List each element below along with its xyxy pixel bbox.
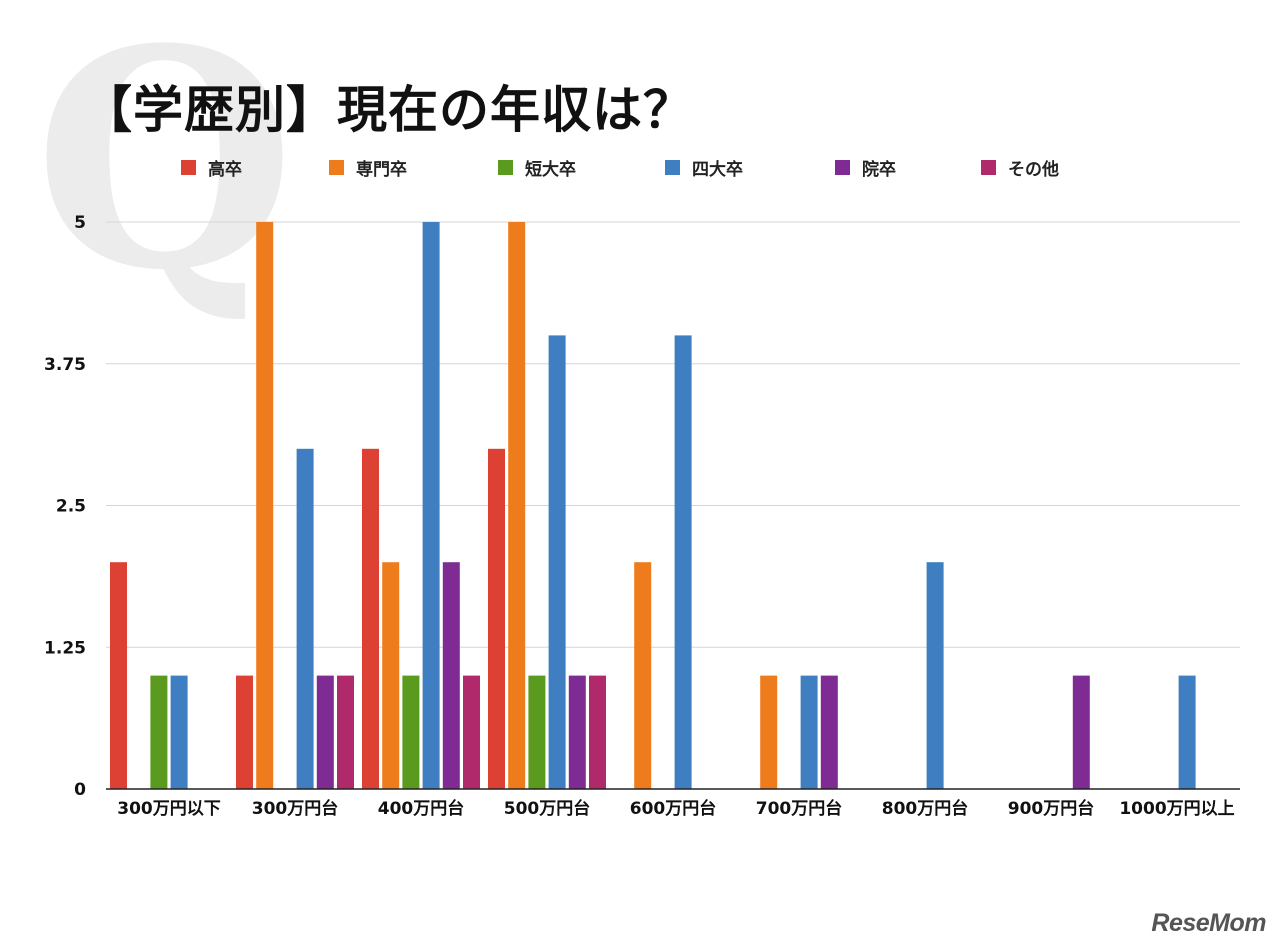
bar (463, 675, 480, 789)
x-tick-label: 500万円台 (504, 798, 591, 819)
y-tick-label: 2.5 (56, 497, 86, 517)
bar (634, 562, 652, 789)
legend-swatch (981, 159, 996, 175)
legend-label: 高卒 (208, 159, 242, 180)
y-tick-label: 5 (74, 213, 86, 233)
y-tick-label: 0 (74, 780, 86, 800)
bar (674, 335, 692, 789)
bar (170, 675, 188, 789)
legend-label: その他 (1008, 159, 1059, 180)
bar (422, 222, 440, 789)
bar (296, 448, 314, 789)
x-tick-label: 800万円台 (882, 798, 969, 819)
bar (820, 675, 838, 789)
legend-label: 専門卒 (356, 159, 407, 180)
legend-item-high-school: 高卒 (181, 156, 242, 180)
legend-swatch (665, 159, 680, 175)
bar (382, 562, 400, 789)
bar (800, 675, 818, 789)
bar (926, 562, 944, 789)
legend-item-graduate: 院卒 (835, 156, 896, 180)
legend-item-other: その他 (981, 156, 1059, 180)
bar (760, 675, 778, 789)
legend-label: 院卒 (862, 159, 896, 180)
legend-item-university: 四大卒 (665, 156, 743, 180)
legend-swatch (329, 159, 344, 175)
x-tick-label: 300万円以下 (117, 799, 221, 819)
x-tick-label: 900万円台 (1008, 798, 1095, 819)
x-tick-label: 300万円台 (252, 798, 339, 819)
bar (589, 675, 606, 789)
bar (236, 675, 253, 789)
bar (488, 448, 505, 789)
chart-title: 【学歴別】現在の年収は？ (82, 81, 694, 139)
bar (568, 675, 586, 789)
legend-item-junior-college: 短大卒 (498, 156, 576, 180)
bar (528, 675, 546, 789)
legend-swatch (835, 159, 850, 175)
bar (316, 675, 334, 789)
bar (362, 448, 379, 789)
brand-logo: ReseMom (1151, 909, 1266, 937)
bar (442, 562, 460, 789)
x-tick-label: 600万円台 (630, 798, 717, 819)
bar (1072, 675, 1090, 789)
x-tick-label: 400万円台 (378, 798, 465, 819)
bar (337, 675, 354, 789)
legend-swatch (181, 159, 196, 175)
q-watermark: Q (34, 0, 296, 336)
x-tick-label: 700万円台 (756, 798, 843, 819)
y-tick-label: 3.75 (44, 355, 86, 375)
y-tick-label: 1.25 (44, 638, 86, 658)
x-tick-label: 1000万円以上 (1119, 799, 1234, 819)
legend-swatch (498, 159, 513, 175)
bar (150, 675, 168, 789)
bar (110, 562, 127, 789)
bar (1178, 675, 1196, 789)
legend-label: 四大卒 (692, 159, 743, 180)
bar (256, 222, 274, 789)
legend-item-vocational: 専門卒 (329, 156, 407, 180)
bar (508, 222, 526, 789)
bar (402, 675, 420, 789)
legend-label: 短大卒 (525, 159, 576, 180)
bar (548, 335, 566, 789)
